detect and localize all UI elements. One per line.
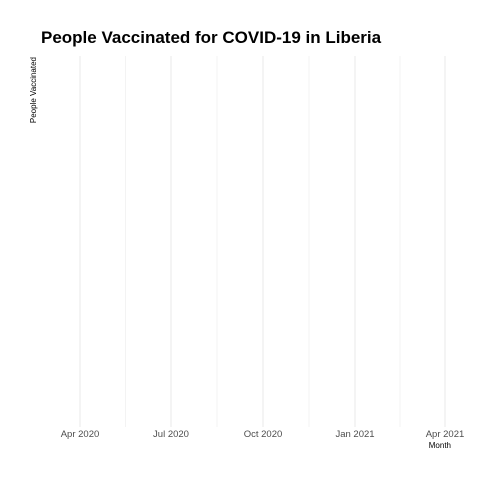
y-axis-title: People Vaccinated bbox=[29, 57, 38, 123]
chart-title: People Vaccinated for COVID-19 in Liberi… bbox=[41, 28, 382, 47]
x-tick-label: Apr 2020 bbox=[61, 429, 100, 440]
x-tick-label: Jan 2021 bbox=[335, 429, 374, 440]
x-tick-label: Apr 2021 bbox=[426, 429, 465, 440]
x-axis-title: Month bbox=[429, 441, 451, 450]
x-tick-label: Oct 2020 bbox=[244, 429, 283, 440]
x-tick-label: Jul 2020 bbox=[153, 429, 189, 440]
